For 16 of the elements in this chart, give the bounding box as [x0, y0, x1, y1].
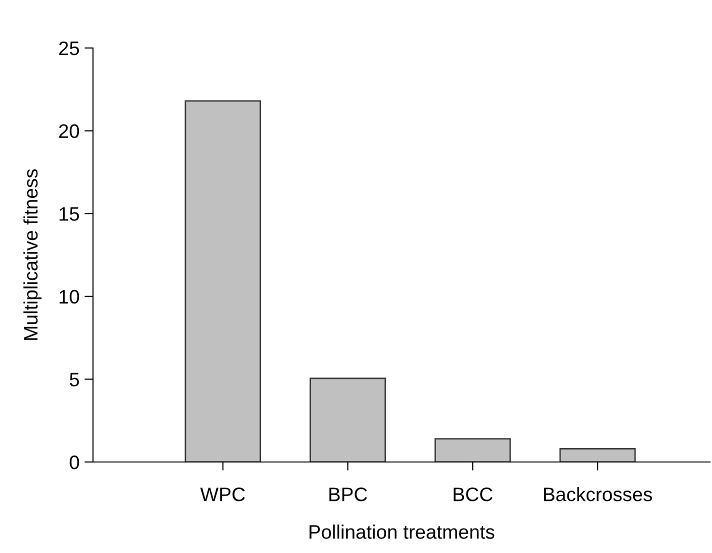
x-axis-title: Pollination treatments	[310, 524, 494, 539]
y-tick-label: 15	[60, 207, 79, 221]
bar	[310, 378, 386, 462]
x-tick-label: Backcrosses	[544, 487, 652, 502]
bar	[434, 438, 511, 462]
bar	[559, 448, 636, 462]
x-tick-label: BCC	[454, 488, 492, 502]
bar	[184, 100, 262, 462]
y-tick-label: 10	[60, 290, 80, 304]
x-tick-label: WPC	[200, 488, 245, 502]
y-tick-label: 0	[70, 455, 80, 470]
x-tick-label: BPC	[329, 488, 368, 502]
y-axis-title: Multiplicative fitness	[23, 169, 42, 340]
y-tick-label: 5	[70, 372, 79, 386]
y-tick-label: 20	[59, 124, 80, 138]
y-tick-label: 25	[59, 41, 79, 56]
